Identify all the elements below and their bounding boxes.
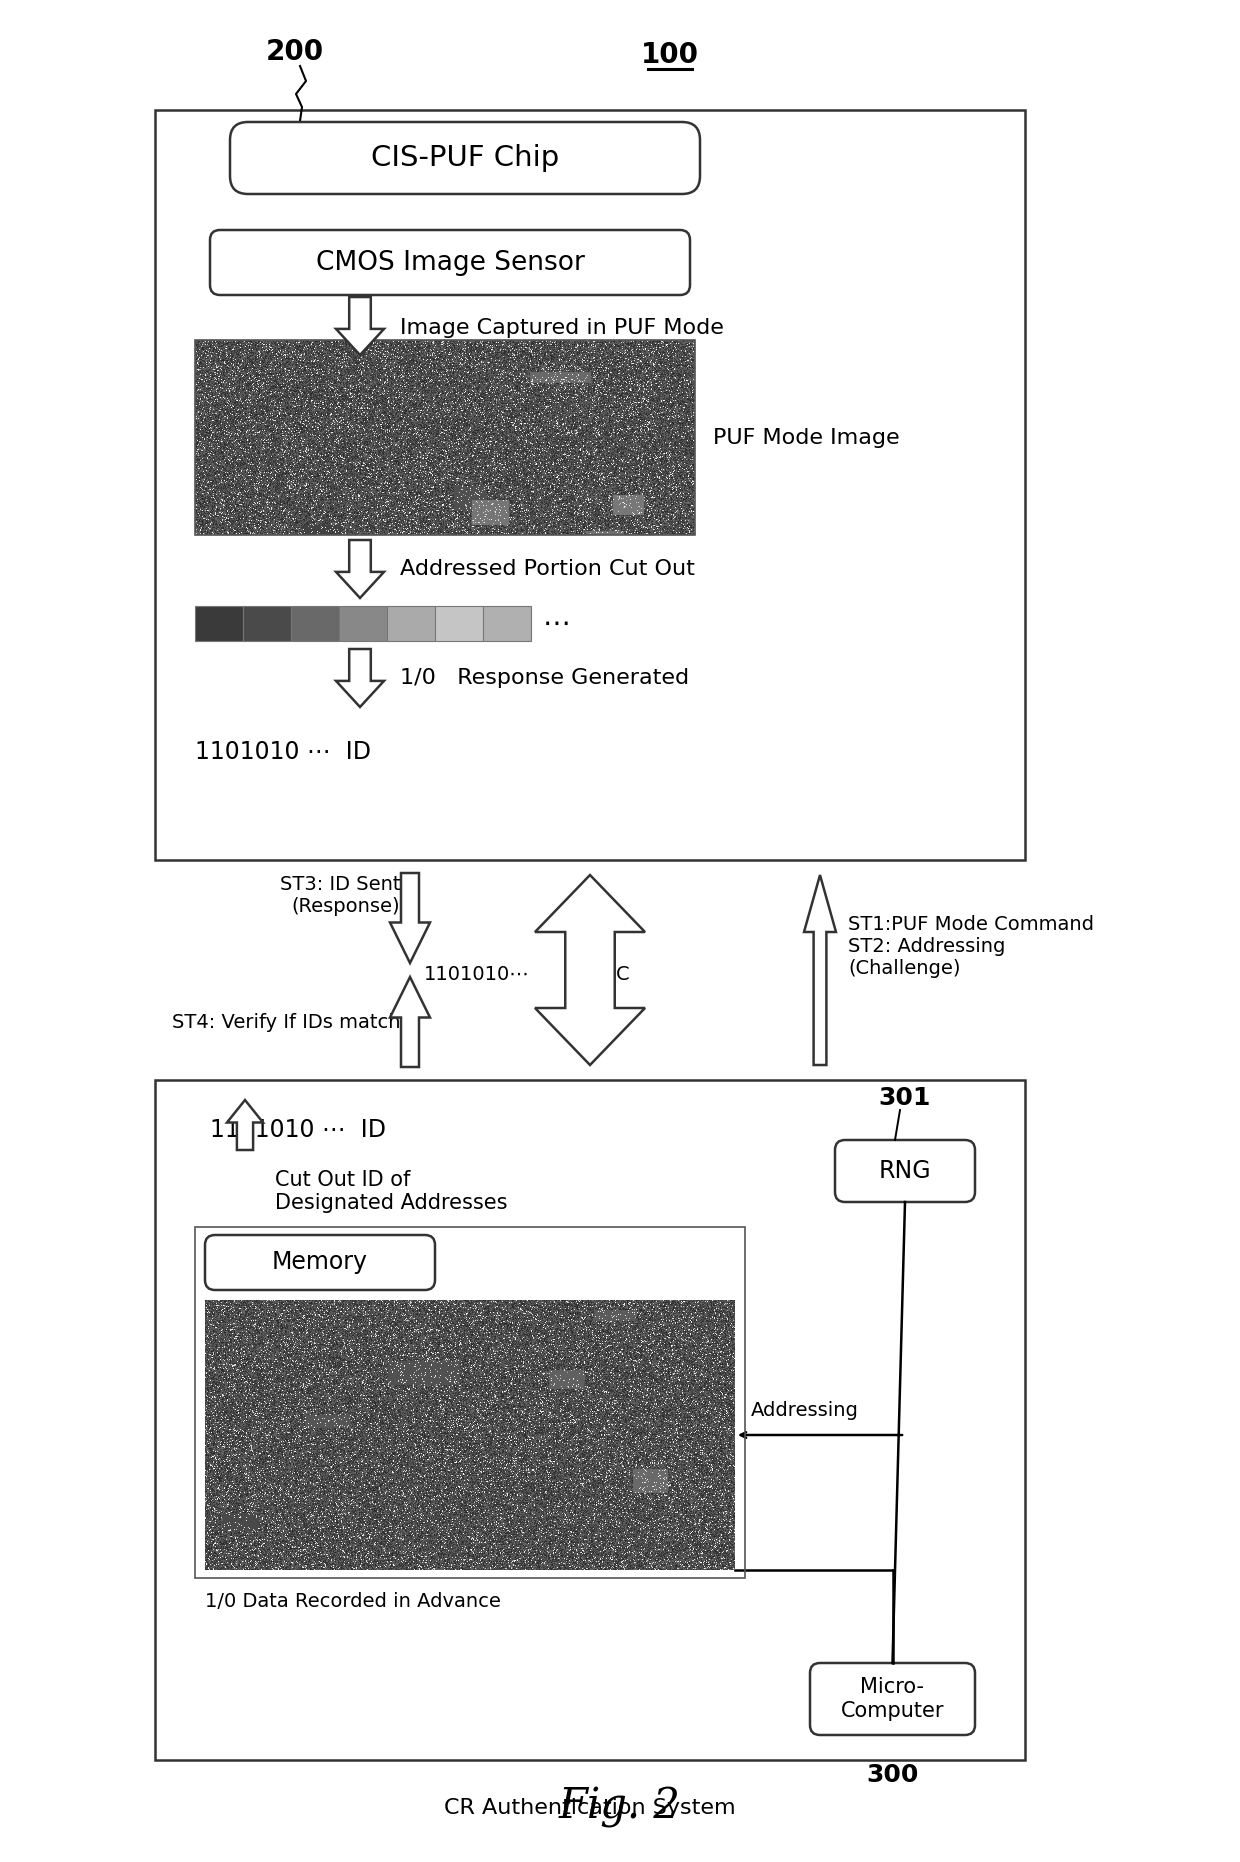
Text: 300: 300 [867,1763,919,1788]
Text: Fig. 2: Fig. 2 [559,1786,681,1828]
Text: ⋯: ⋯ [543,609,570,637]
Text: 1/0 Data Recorded in Advance: 1/0 Data Recorded in Advance [205,1592,501,1611]
Text: Image Captured in PUF Mode: Image Captured in PUF Mode [401,318,724,339]
Bar [155,1080,1025,1760]
Text: RNG: RNG [879,1158,931,1182]
Text: ST3: ID Sent
(Response): ST3: ID Sent (Response) [279,875,401,916]
Text: 1101010 ⋯  ID: 1101010 ⋯ ID [210,1117,386,1141]
Text: I2C: I2C [598,966,630,985]
Bar [435,605,484,641]
Bar [195,341,694,534]
Bar [387,605,435,641]
Text: 301: 301 [879,1086,931,1110]
Text: 1/0   Response Generated: 1/0 Response Generated [401,668,689,687]
Bar [243,605,291,641]
Polygon shape [391,978,430,1067]
Polygon shape [227,1100,263,1151]
Text: 200: 200 [265,37,324,65]
Bar [155,110,1025,860]
Polygon shape [336,650,384,708]
Text: Cut Out ID of
Designated Addresses: Cut Out ID of Designated Addresses [275,1169,507,1214]
Bar [339,605,387,641]
Bar [484,605,531,641]
Text: CIS-PUF Chip: CIS-PUF Chip [371,143,559,171]
Text: 1101010 ⋯  ID: 1101010 ⋯ ID [195,739,371,763]
Text: 100: 100 [641,41,699,69]
Polygon shape [391,873,430,963]
Text: ST1:PUF Mode Command
ST2: Addressing
(Challenge): ST1:PUF Mode Command ST2: Addressing (Ch… [848,914,1094,978]
Text: Micro-
Computer: Micro- Computer [841,1678,944,1720]
Text: Addressing: Addressing [751,1400,859,1421]
Polygon shape [336,298,384,356]
Text: CR Authentication System: CR Authentication System [444,1799,735,1817]
Bar [195,605,243,641]
Text: CMOS Image Sensor: CMOS Image Sensor [315,250,584,276]
Bar [195,1227,745,1577]
Text: 1101010⋯: 1101010⋯ [424,966,529,985]
FancyBboxPatch shape [229,123,701,194]
FancyBboxPatch shape [835,1140,975,1203]
Text: Memory: Memory [272,1251,368,1274]
Bar [291,605,339,641]
Text: PUF Mode Image: PUF Mode Image [713,428,900,447]
FancyBboxPatch shape [205,1235,435,1290]
Polygon shape [534,875,645,1065]
FancyBboxPatch shape [210,231,689,294]
Polygon shape [804,875,836,1065]
FancyBboxPatch shape [810,1663,975,1735]
Polygon shape [336,540,384,598]
Text: ST4: Verify If IDs match: ST4: Verify If IDs match [171,1013,401,1032]
Text: Addressed Portion Cut Out: Addressed Portion Cut Out [401,559,694,579]
